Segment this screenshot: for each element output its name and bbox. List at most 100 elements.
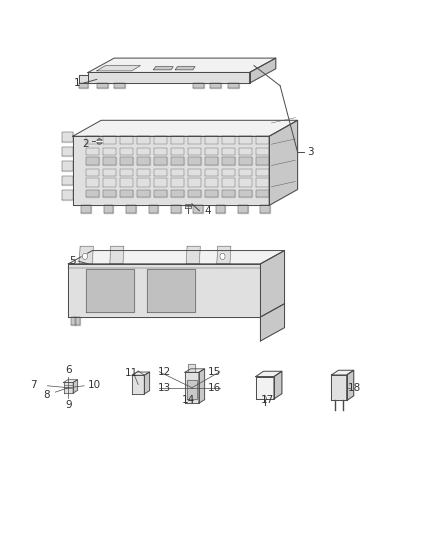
Polygon shape [256,136,269,144]
Polygon shape [256,148,269,155]
Polygon shape [347,370,354,400]
Polygon shape [185,369,205,372]
Polygon shape [222,157,235,165]
Polygon shape [187,380,197,399]
Polygon shape [171,190,184,197]
Polygon shape [256,157,269,165]
Polygon shape [239,178,252,187]
Polygon shape [193,83,204,88]
Polygon shape [256,169,269,176]
Polygon shape [256,376,274,399]
Text: 2: 2 [82,139,89,149]
Polygon shape [153,67,173,70]
Polygon shape [261,205,270,213]
Polygon shape [154,190,167,197]
Polygon shape [62,176,73,185]
Polygon shape [120,169,133,176]
Polygon shape [256,178,269,187]
Circle shape [82,253,88,260]
Polygon shape [97,83,108,88]
Polygon shape [79,246,93,264]
Polygon shape [64,382,73,393]
Polygon shape [137,178,150,187]
Polygon shape [104,205,113,213]
Text: 1: 1 [74,78,81,88]
Polygon shape [81,205,91,213]
Polygon shape [103,190,116,197]
Polygon shape [62,190,73,200]
Polygon shape [62,161,73,171]
Polygon shape [75,317,80,325]
Text: 3: 3 [307,147,314,157]
Polygon shape [154,157,167,165]
Polygon shape [114,83,125,88]
Polygon shape [171,169,184,176]
Polygon shape [188,365,195,372]
Polygon shape [210,83,221,88]
Polygon shape [332,375,347,400]
Polygon shape [79,83,88,88]
Polygon shape [73,120,297,136]
Polygon shape [188,136,201,144]
Polygon shape [132,375,145,394]
Polygon shape [205,190,218,197]
Text: 15: 15 [208,367,221,377]
Polygon shape [238,205,248,213]
Polygon shape [205,136,218,144]
Polygon shape [137,190,150,197]
Polygon shape [86,148,99,155]
Polygon shape [188,148,201,155]
Polygon shape [239,157,252,165]
Polygon shape [73,379,78,393]
Polygon shape [205,169,218,176]
Text: 9: 9 [65,400,72,410]
Polygon shape [120,190,133,197]
Text: 13: 13 [158,383,171,393]
Polygon shape [137,157,150,165]
Polygon shape [261,251,285,317]
Text: 16: 16 [208,383,221,393]
Polygon shape [205,157,218,165]
Polygon shape [332,370,354,375]
Text: 8: 8 [43,390,50,400]
Polygon shape [261,304,285,341]
Polygon shape [205,178,218,187]
Polygon shape [88,72,250,83]
Text: 14: 14 [182,395,195,406]
Polygon shape [86,178,99,187]
Polygon shape [199,369,205,403]
Polygon shape [86,269,134,312]
Polygon shape [216,205,225,213]
Polygon shape [171,157,184,165]
Circle shape [220,253,225,260]
Polygon shape [154,148,167,155]
Polygon shape [110,246,124,264]
Polygon shape [103,157,116,165]
Text: 10: 10 [88,379,101,390]
Polygon shape [239,190,252,197]
Polygon shape [256,372,282,376]
Polygon shape [239,169,252,176]
Text: 4: 4 [205,206,212,216]
Polygon shape [185,204,191,208]
Polygon shape [186,246,200,264]
Polygon shape [222,178,235,187]
Polygon shape [120,157,133,165]
Polygon shape [171,205,180,213]
Polygon shape [148,205,158,213]
Polygon shape [137,136,150,144]
Polygon shape [73,136,269,205]
Polygon shape [154,169,167,176]
Polygon shape [120,148,133,155]
Polygon shape [120,136,133,144]
Polygon shape [228,83,239,88]
Polygon shape [217,246,231,264]
Polygon shape [171,148,184,155]
Polygon shape [86,190,99,197]
Polygon shape [62,147,73,156]
Text: 12: 12 [158,367,171,377]
Polygon shape [86,136,99,144]
Polygon shape [103,178,116,187]
Polygon shape [132,372,150,375]
Polygon shape [239,148,252,155]
